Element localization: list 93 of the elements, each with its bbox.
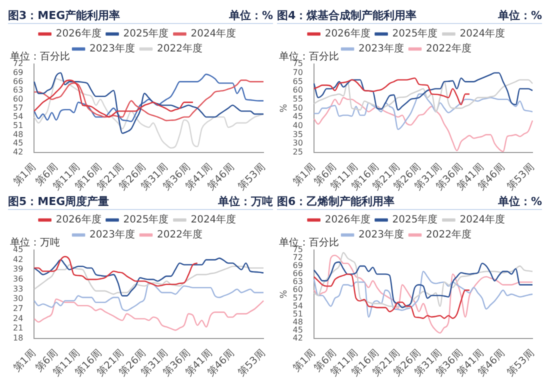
- y-tick-label: 69: [292, 261, 303, 270]
- y-tick-label: 21: [12, 324, 24, 333]
- line-series: [34, 298, 264, 331]
- legend-label: 2025年度: [392, 28, 438, 40]
- x-tick-label: 第53周: [236, 347, 268, 379]
- y-tick-label: 42: [12, 147, 24, 156]
- y-tick-label: 24: [12, 314, 24, 323]
- legend-label: 2026年度: [56, 28, 102, 40]
- y-tick-label: 45: [292, 112, 303, 122]
- line-series: [313, 270, 534, 318]
- legend-label: 2024年度: [190, 28, 236, 40]
- chart-subtitle: 单位：%: [498, 8, 542, 23]
- y-tick-label: 57: [292, 293, 303, 302]
- line-series: [313, 252, 534, 308]
- line-series: [313, 273, 470, 319]
- y-tick-label: 50: [292, 103, 303, 112]
- line-series: [34, 282, 264, 312]
- x-tick-label: 第53周: [504, 161, 536, 193]
- x-tick-label: 第53周: [236, 161, 268, 193]
- y-tick-label: 63: [12, 86, 24, 95]
- y-tick-label: 45: [12, 245, 24, 254]
- line-series: [313, 261, 534, 308]
- y-tick-label: 63: [292, 277, 303, 286]
- y-tick-label: 48: [292, 317, 303, 326]
- y-tick-label: 25: [292, 147, 303, 156]
- y-tick-label: 55: [292, 94, 303, 104]
- legend-label: 2024年度: [460, 214, 506, 226]
- y-tick-label: 45: [292, 325, 303, 334]
- y-tick-label: 54: [12, 112, 24, 122]
- y-tick-label: 72: [292, 253, 303, 262]
- y-tick-label: 30: [292, 138, 303, 148]
- x-tick-label: 第53周: [504, 347, 536, 379]
- y-tick-label: 45: [12, 138, 24, 148]
- y-axis-title: %: [280, 289, 290, 298]
- legend-label: 2026年度: [324, 214, 370, 226]
- y-tick-label: 18: [12, 333, 24, 342]
- y-tick-label: 54: [292, 301, 303, 310]
- chart-subtitle: 单位：%: [228, 8, 273, 23]
- legend-label: 2025年度: [123, 214, 169, 226]
- y-tick-label: 42: [292, 333, 303, 342]
- chart-title: 图6：乙烯制产能利用率: [277, 194, 395, 209]
- y-tick-label: 33: [12, 284, 24, 294]
- y-tick-label: 57: [12, 103, 24, 112]
- legend-label: 2023年度: [90, 228, 136, 241]
- line-series: [34, 72, 264, 134]
- chart-subtitle: 单位：%: [498, 194, 542, 209]
- legend-label: 2023年度: [358, 228, 404, 241]
- chart-subtitle: 单位：万吨: [218, 194, 273, 209]
- y-tick-label: 70: [292, 68, 303, 77]
- line-series: [34, 264, 264, 295]
- y-tick-label: 69: [12, 68, 24, 77]
- y-tick-label: 65: [292, 76, 303, 86]
- y-tick-label: 30: [12, 294, 24, 304]
- legend-label: 2022年度: [426, 228, 472, 241]
- legend-label: 2025年度: [392, 214, 438, 226]
- chart-title: 图3：MEG产能利用率: [8, 8, 120, 23]
- line-series: [34, 256, 198, 287]
- y-tick-label: 36: [12, 274, 24, 284]
- y-tick-label: 48: [12, 130, 24, 139]
- line-series: [34, 258, 264, 296]
- y-tick-label: 66: [292, 269, 303, 278]
- y-tick-label: 40: [292, 120, 303, 130]
- line-series: [313, 72, 534, 111]
- chart-title: 图5：MEG周度产量: [8, 194, 110, 209]
- line-series: [313, 79, 534, 112]
- legend-label: 2024年度: [460, 28, 506, 40]
- y-tick-label: 39: [12, 264, 24, 274]
- legend-label: 2025年度: [123, 28, 169, 40]
- line-series: [313, 254, 534, 334]
- y-axis-title: %: [280, 103, 290, 112]
- y-tick-label: 51: [12, 120, 24, 130]
- legend-label: 2022年度: [157, 228, 202, 241]
- y-tick-label: 35: [292, 130, 303, 139]
- y-tick-label: 60: [12, 94, 24, 104]
- y-tick-label: 51: [292, 309, 303, 318]
- y-tick-label: 66: [12, 76, 24, 86]
- legend-label: 2023年度: [90, 42, 136, 55]
- y-tick-label: 42: [12, 254, 24, 264]
- chart-title: 图4：煤基合成制产能利用率: [277, 8, 417, 23]
- legend-label: 2024年度: [190, 214, 236, 226]
- line-series: [34, 78, 264, 149]
- y-tick-label: 27: [12, 304, 24, 313]
- line-series: [34, 80, 194, 118]
- y-tick-label: 72: [12, 59, 24, 68]
- y-tick-label: 60: [292, 86, 303, 95]
- y-tick-label: 60: [292, 285, 303, 294]
- legend-label: 2026年度: [324, 28, 370, 40]
- legend-label: 2022年度: [157, 42, 202, 55]
- line-series: [313, 93, 534, 130]
- legend-label: 2023年度: [358, 42, 404, 55]
- line-series: [313, 77, 470, 106]
- legend-label: 2022年度: [426, 42, 472, 55]
- legend-label: 2026年度: [56, 214, 102, 226]
